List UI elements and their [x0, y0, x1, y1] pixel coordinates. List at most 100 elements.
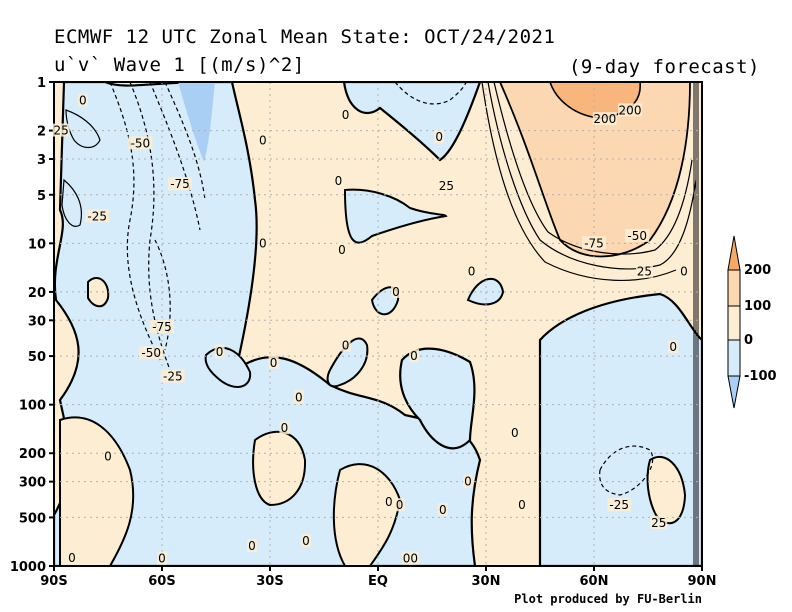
contour-label-bg [333, 173, 344, 187]
x-tick-label: 30S [256, 574, 283, 589]
x-tick-label: 90N [688, 574, 717, 589]
y-axis: 1 2 3 5 10 20 30 50 100 200 300 500 1000 [10, 76, 54, 575]
contour-label: 0 [270, 356, 278, 370]
contour-label-bg [618, 103, 642, 117]
positive-island-3 [332, 463, 402, 566]
contour-label-bg [337, 243, 347, 257]
contour-sh-dashed-3 [149, 82, 201, 231]
x-tick-label: 90S [40, 574, 67, 589]
contour-label-bg [128, 136, 153, 150]
contour-label: 0 [68, 551, 76, 565]
y-tick-label: 50 [28, 350, 46, 365]
contour-sh-dashed-5 [154, 239, 171, 351]
contour-label-bg [150, 319, 174, 333]
contour-label: 0 [79, 93, 87, 107]
contour-label: 200 [619, 103, 642, 117]
y-tick-label: 20 [28, 286, 46, 301]
contour-label: 0 [259, 133, 267, 147]
colorbar-segment [727, 235, 741, 271]
contour-label-bg [437, 178, 455, 192]
contour-label-bg [257, 133, 268, 147]
colorbar: 200 100 0 -100 [727, 235, 777, 409]
colorbar-segment [727, 269, 741, 307]
contour-label: 0 [518, 498, 526, 512]
x-tick-label: 60S [148, 574, 175, 589]
contour-label-bg [517, 498, 527, 512]
y-tick-label: 3 [37, 153, 46, 168]
colorbar-segment [727, 339, 741, 377]
contour-label-bg [635, 264, 653, 278]
contour-label-bg [679, 264, 689, 278]
colorbar-label: 0 [744, 333, 753, 348]
contour-label-bg [466, 264, 477, 278]
negative-patch-2 [466, 277, 505, 306]
contour-label: -75 [152, 320, 172, 334]
contour-label: 00 [403, 552, 418, 566]
contour-label-bg [168, 177, 192, 191]
contour-nh-2 [493, 82, 693, 255]
contour-label: 0 [302, 534, 310, 548]
y-tick-label: 2 [37, 125, 46, 140]
contour-label-bg [509, 426, 520, 440]
contour-label-bg [157, 551, 167, 565]
contour-label-bg [463, 474, 473, 488]
credit-text: Plot produced by FU-Berlin [514, 592, 702, 606]
contour-label-bg [592, 112, 617, 126]
contour-label: -25 [87, 209, 107, 223]
y-tick-label: 100 [19, 399, 46, 414]
positive-island-4 [87, 277, 110, 308]
contour-label-bg [582, 236, 606, 250]
contour-label: 0 [342, 339, 350, 353]
contour-label-bg [340, 107, 351, 121]
contour-label: -25 [609, 498, 629, 512]
contour-label-bg [103, 449, 113, 463]
contour-label: -50 [131, 136, 151, 150]
contour-label: 0 [468, 265, 476, 279]
y-tick-label: 10 [28, 237, 46, 252]
contour-label-bg [383, 494, 394, 508]
contour-label: 25 [54, 124, 69, 138]
contour-label-bg [247, 538, 257, 552]
contour-label: 0 [248, 539, 256, 553]
contour-label: 25 [439, 179, 454, 193]
contour-label: 25 [651, 516, 666, 530]
contour-label-bg [52, 123, 70, 137]
negative-region-southern [54, 82, 482, 566]
contour-label: 0 [439, 503, 447, 517]
negative-region-center [399, 347, 476, 450]
colorbar-label: -100 [744, 369, 777, 384]
contour-label-bg [394, 498, 405, 512]
positive-island-1 [59, 416, 135, 566]
contour-pole-nh [690, 82, 699, 566]
contour-label: -25 [163, 370, 183, 384]
contour-label: 0 [335, 174, 343, 188]
negative-region-east [538, 292, 702, 566]
contour-label-bg [650, 515, 668, 529]
contour-sh-edge-2 [61, 178, 82, 227]
y-tick-label: 500 [19, 511, 46, 526]
contour-label: 0 [216, 345, 224, 359]
contour-label: 25 [637, 265, 652, 279]
positive-island-5 [646, 455, 687, 525]
y-tick-label: 30 [28, 314, 46, 329]
contour-label: 0 [464, 475, 472, 489]
contour-label-bg [268, 355, 279, 369]
contour-label: 0 [342, 108, 350, 122]
contour-label-bg [607, 498, 632, 512]
contour-label: 200 [593, 112, 616, 126]
colorbar-label: 200 [744, 263, 771, 278]
y-tick-label: 300 [19, 476, 46, 491]
contour-nh-3 [481, 82, 677, 281]
colorbar-label: 100 [744, 299, 771, 314]
contour-label-bg [391, 284, 401, 298]
contour-label-bg [279, 421, 290, 435]
chart-title: ECMWF 12 UTC Zonal Mean State: OCT/24/20… [54, 26, 556, 48]
contour-sh-dashed-4 [164, 82, 206, 201]
contour-label: 0 [396, 498, 404, 512]
contour-nh-1 [487, 82, 697, 270]
colorbar-segment [727, 305, 741, 341]
y-tick-label: 1 [37, 76, 46, 91]
contour-label-bg [257, 236, 268, 250]
